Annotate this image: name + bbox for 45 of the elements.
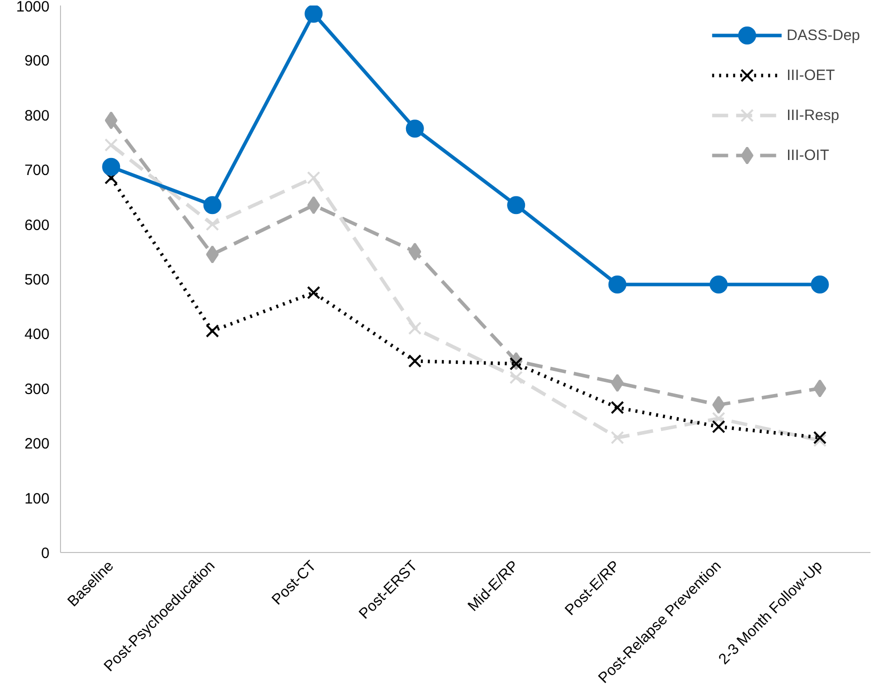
legend-label: III-Resp: [786, 106, 840, 124]
point: [608, 275, 626, 294]
y-tick-label: 0: [41, 545, 50, 562]
point: [406, 120, 424, 138]
y-tick-label: 1000: [16, 0, 50, 16]
point: [206, 218, 220, 231]
y-tick-label: 600: [24, 216, 50, 234]
point: [712, 396, 725, 414]
y-tick-label: 100: [24, 490, 50, 508]
point: [306, 171, 320, 184]
y-tick-label: 200: [24, 436, 50, 453]
point: [206, 245, 219, 264]
legend-label: III-OET: [786, 66, 835, 84]
point: [712, 412, 726, 426]
point: [304, 6, 323, 23]
y-tick-label: 300: [24, 380, 50, 398]
y-tick-label: 400: [24, 326, 50, 344]
y-tick-label: 500: [24, 272, 50, 288]
point: [104, 138, 118, 152]
point: [814, 379, 826, 398]
point: [104, 111, 118, 130]
point: [408, 354, 422, 368]
point: [509, 357, 523, 370]
point: [611, 374, 624, 392]
point: [813, 430, 827, 444]
point: [813, 434, 827, 448]
legend-label: DASS-Dep: [786, 26, 860, 44]
point: [710, 275, 728, 294]
point: [306, 286, 320, 300]
point: [203, 196, 222, 214]
point: [610, 430, 624, 444]
legend-label: III-OIT: [786, 146, 830, 164]
point: [610, 400, 624, 414]
y-tick-label: 900: [24, 52, 50, 70]
y-tick-label: 800: [24, 107, 50, 124]
point: [102, 158, 120, 176]
point: [408, 322, 422, 335]
point: [810, 275, 829, 294]
point: [206, 324, 220, 338]
point: [509, 370, 523, 384]
point: [507, 196, 526, 214]
point: [712, 420, 726, 434]
point: [307, 196, 320, 214]
y-tick-label: 700: [24, 162, 50, 180]
point: [408, 242, 422, 261]
